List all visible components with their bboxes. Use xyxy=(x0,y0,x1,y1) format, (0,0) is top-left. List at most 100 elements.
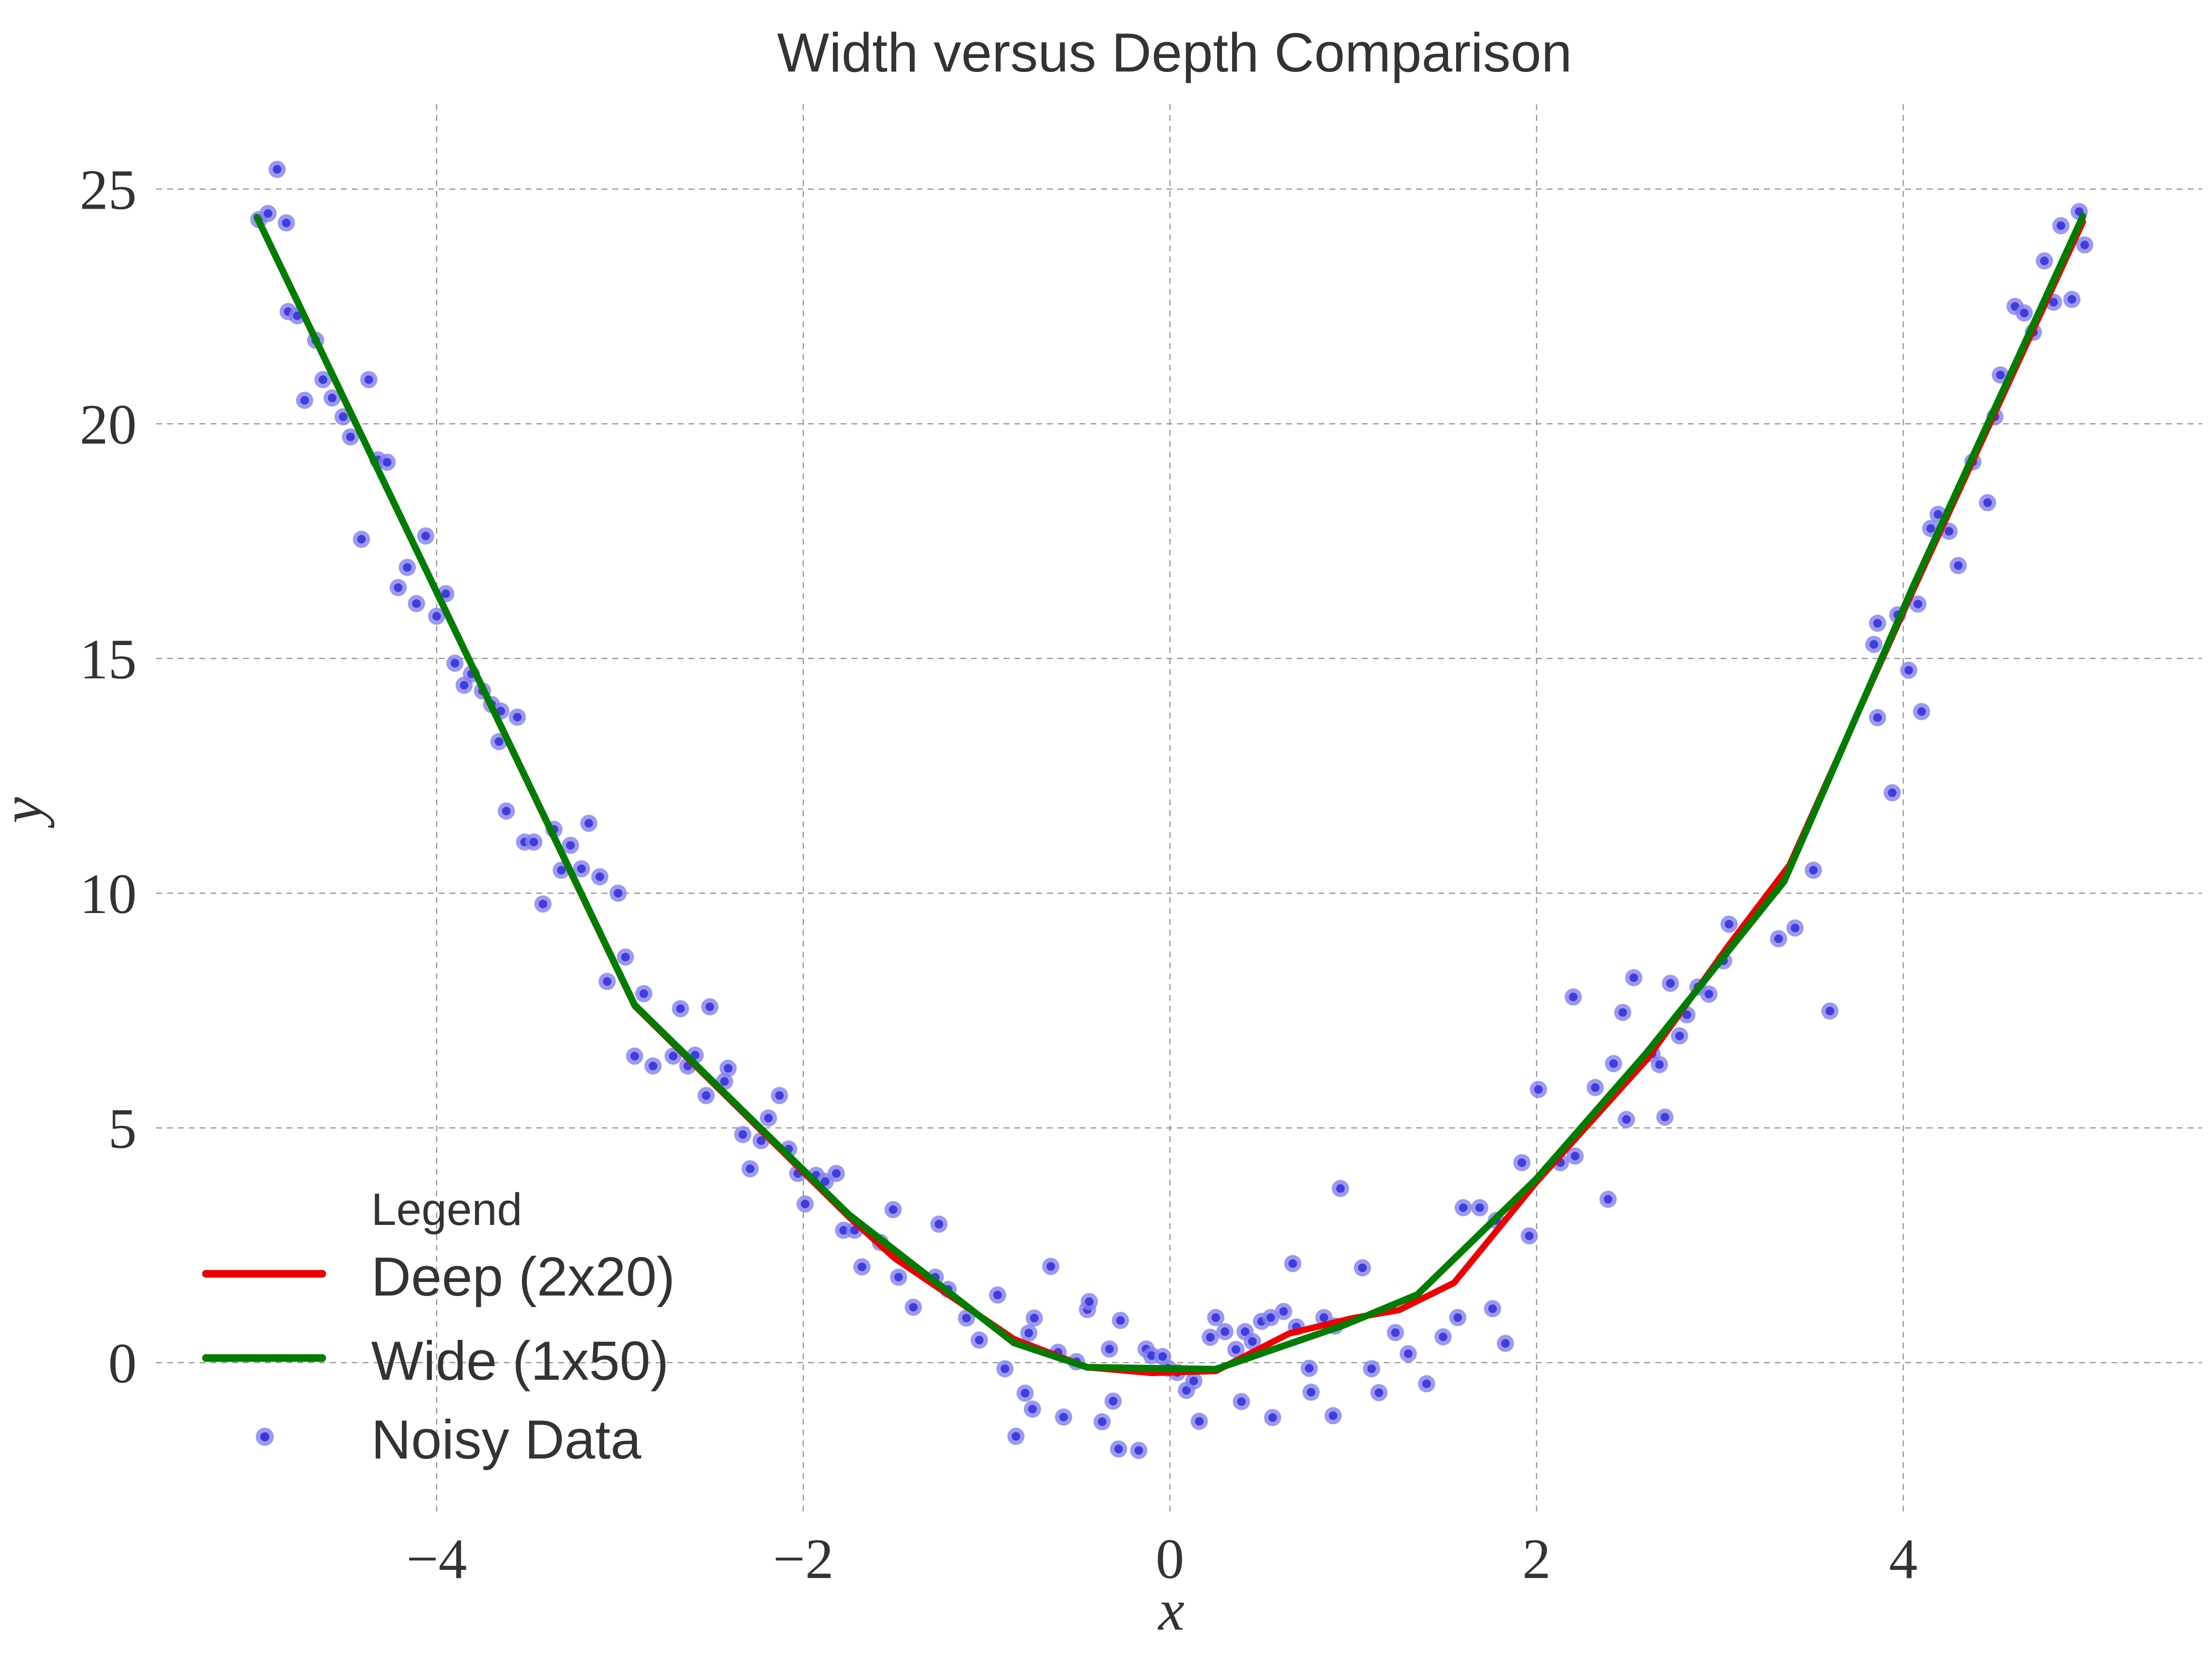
legend-item-deep: Deep (2x20) xyxy=(202,1246,675,1307)
scatter-point-core xyxy=(1438,1332,1448,1341)
y-tick-label: 0 xyxy=(108,1332,137,1395)
legend-label-noisy: Noisy Data xyxy=(371,1409,641,1470)
scatter-point-core xyxy=(1279,1307,1288,1316)
scatter-point-core xyxy=(1873,619,1882,628)
scatter-point-core xyxy=(1241,1327,1250,1336)
scatter-point-core xyxy=(357,535,366,544)
scatter-point-core xyxy=(839,1226,848,1235)
scatter-point-core xyxy=(975,1335,984,1344)
scatter-point-core xyxy=(1012,1432,1021,1441)
scatter-point-core xyxy=(1105,1344,1114,1353)
scatter-point-core xyxy=(1655,1060,1664,1069)
tick-layer: −4 −2 0 2 4 0 5 10 15 20 25 xyxy=(80,159,1917,1591)
scatter-point-core xyxy=(757,1136,766,1145)
scatter-point-core xyxy=(1459,1203,1468,1212)
scatter-point-core xyxy=(1725,920,1734,929)
scatter-point-core xyxy=(1028,1405,1037,1414)
scatter-point-core xyxy=(432,612,441,621)
legend-item-noisy: Noisy Data xyxy=(256,1409,641,1470)
scatter-point-core xyxy=(1319,1313,1328,1322)
scatter-point-core xyxy=(557,866,566,875)
scatter-point-core xyxy=(2049,298,2058,307)
scatter-point-core xyxy=(1116,1316,1125,1325)
legend-item-wide: Wide (1x50) xyxy=(202,1330,669,1392)
scatter-point-core xyxy=(2020,308,2029,317)
scatter-point-core xyxy=(496,707,505,716)
scatter-point-core xyxy=(566,841,575,850)
scatter-point-core xyxy=(2040,256,2049,265)
legend-label-wide: Wide (1x50) xyxy=(371,1330,669,1392)
scatter-point-core xyxy=(403,563,412,572)
scatter-point-core xyxy=(1367,1364,1376,1373)
scatter-point-core xyxy=(1888,788,1897,797)
scatter-point-core xyxy=(1629,973,1638,982)
scatter-point-core xyxy=(1021,1389,1030,1398)
scatter-point-core xyxy=(889,1205,898,1214)
scatter-point-core xyxy=(1517,1158,1526,1167)
scatter-point-core xyxy=(1046,1262,1055,1271)
scatter-point-core xyxy=(1609,1059,1618,1068)
scatter-point-core xyxy=(364,375,373,384)
scatter-point-core xyxy=(764,1114,773,1123)
scatter-point-core xyxy=(1404,1349,1413,1358)
scatter-point-core xyxy=(1604,1195,1613,1204)
scatter-point-core xyxy=(993,1291,1002,1300)
scatter-point-core xyxy=(1809,866,1818,875)
scatter-point-core xyxy=(1024,1329,1033,1338)
scatter-point-core xyxy=(1934,510,1943,519)
scatter-point-core xyxy=(676,1004,685,1013)
noisy-data-marker-core xyxy=(260,1432,269,1441)
scatter-point-core xyxy=(639,989,648,998)
scatter-point-core xyxy=(1475,1203,1484,1212)
scatter-point-core xyxy=(394,583,403,592)
scatter-point-core xyxy=(857,1263,866,1272)
scatter-point-core xyxy=(1114,1444,1123,1454)
scatter-point-core xyxy=(1288,1259,1297,1268)
scatter-point-core xyxy=(1248,1337,1257,1346)
scatter-point-core xyxy=(502,807,511,816)
scatter-point-core xyxy=(1569,992,1578,1001)
series-layer xyxy=(250,161,2093,1459)
scatter-point-core xyxy=(1682,1010,1691,1019)
scatter-point-core xyxy=(1189,1377,1198,1386)
scatter-point-core xyxy=(595,872,604,881)
scatter-point-core xyxy=(1336,1184,1345,1193)
scatter-point-core xyxy=(1232,1345,1241,1354)
scatter-point-core xyxy=(1983,498,1992,507)
scatter-point-core xyxy=(1666,979,1675,988)
scatter-point-core xyxy=(705,1002,714,1011)
scatter-point-core xyxy=(821,1177,830,1186)
scatter-point-core xyxy=(1791,923,1800,933)
scatter-point-core xyxy=(346,432,355,441)
scatter-point-core xyxy=(1453,1313,1462,1322)
scatter-point-core xyxy=(1374,1388,1383,1397)
scatter-point-core xyxy=(669,1052,678,1061)
x-axis-label: x xyxy=(1157,1578,1185,1643)
scatter-point-core xyxy=(738,1130,747,1139)
x-tick-label: −2 xyxy=(773,1528,834,1591)
scatter-point-core xyxy=(1917,707,1926,716)
scatter-point-core xyxy=(441,589,450,598)
scatter-point-core xyxy=(934,1219,943,1229)
scatter-point-core xyxy=(1825,1007,1835,1016)
scatter-point-core xyxy=(513,713,522,722)
scatter-point-core xyxy=(1869,640,1878,649)
scatter-point-core xyxy=(1211,1313,1220,1322)
y-axis-label: y xyxy=(0,797,55,828)
scatter-point-core xyxy=(450,659,459,668)
scatter-point-core xyxy=(1147,1351,1156,1360)
scatter-point-core xyxy=(300,396,309,405)
scatter-point-core xyxy=(1774,934,1783,943)
scatter-point-core xyxy=(909,1303,918,1312)
scatter-point-core xyxy=(412,599,421,608)
scatter-point-core xyxy=(801,1200,810,1209)
scatter-point-core xyxy=(1305,1364,1314,1373)
legend-header: Legend xyxy=(371,1184,522,1235)
scatter-point-core xyxy=(1268,1413,1277,1422)
scatter-point-core xyxy=(282,218,291,227)
scatter-point-core xyxy=(2056,221,2065,230)
scatter-point-core xyxy=(1622,1115,1631,1124)
scatter-point-core xyxy=(1328,1411,1338,1420)
scatter-point-core xyxy=(1206,1333,1215,1342)
